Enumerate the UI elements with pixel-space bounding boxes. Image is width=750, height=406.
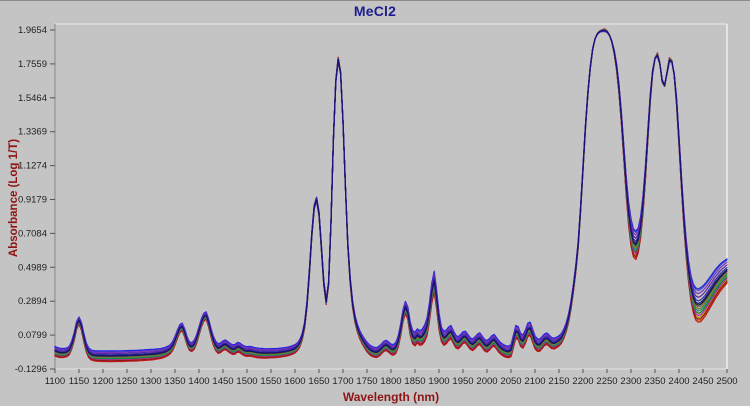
x-tick-label: 1100	[45, 376, 65, 387]
spectrum-navy	[54, 29, 728, 357]
x-tick-label: 2300	[620, 376, 641, 387]
x-tick-label: 1550	[260, 376, 281, 387]
y-tick-label: 0.4989	[18, 262, 47, 273]
x-tick-label: 2000	[476, 376, 497, 387]
x-tick-label: 2400	[668, 376, 689, 387]
spectrum-gray	[54, 29, 728, 358]
x-tick-label: 1950	[452, 376, 473, 387]
x-tick-label: 2250	[596, 376, 617, 387]
x-tick-label: 2200	[572, 376, 593, 387]
x-tick-label: 1900	[428, 376, 449, 387]
x-tick-label: 1500	[236, 376, 257, 387]
x-tick-label: 1350	[164, 376, 185, 387]
x-tick-label: 2450	[692, 376, 713, 387]
y-tick-label: 1.7559	[18, 59, 47, 70]
x-tick-label: 2150	[548, 376, 569, 387]
y-tick-label: 1.1274	[18, 161, 47, 172]
y-tick-label: -0.1296	[15, 364, 47, 375]
x-tick-label: 1800	[380, 376, 401, 387]
x-tick-label: 2050	[500, 376, 521, 387]
y-tick-label: 0.2894	[18, 296, 47, 307]
x-tick-label: 1600	[284, 376, 305, 387]
x-tick-label: 1400	[188, 376, 209, 387]
x-axis-title: Wavelength (nm)	[342, 390, 440, 404]
x-tick-label: 1150	[69, 376, 89, 387]
x-tick-label: 1450	[212, 376, 233, 387]
x-tick-label: 1300	[140, 376, 161, 387]
y-tick-label: 1.5464	[18, 93, 47, 104]
y-tick-label: 0.7084	[18, 228, 47, 239]
x-tick-label: 1200	[92, 376, 113, 387]
y-tick-label: 1.9654	[18, 25, 47, 36]
x-tick-label: 1850	[404, 376, 425, 387]
y-tick-label: 0.9179	[18, 195, 47, 206]
x-tick-label: 2500	[716, 376, 737, 387]
x-tick-label: 1750	[356, 376, 377, 387]
x-tick-label: 1650	[308, 376, 329, 387]
x-tick-label: 1250	[116, 376, 137, 387]
y-tick-label: 1.3369	[18, 127, 47, 138]
x-tick-label: 1700	[332, 376, 353, 387]
x-tick-label: 2350	[644, 376, 665, 387]
y-tick-label: 0.0799	[18, 330, 47, 341]
chart-title: MeCl2	[353, 3, 397, 19]
x-tick-label: 2100	[524, 376, 545, 387]
